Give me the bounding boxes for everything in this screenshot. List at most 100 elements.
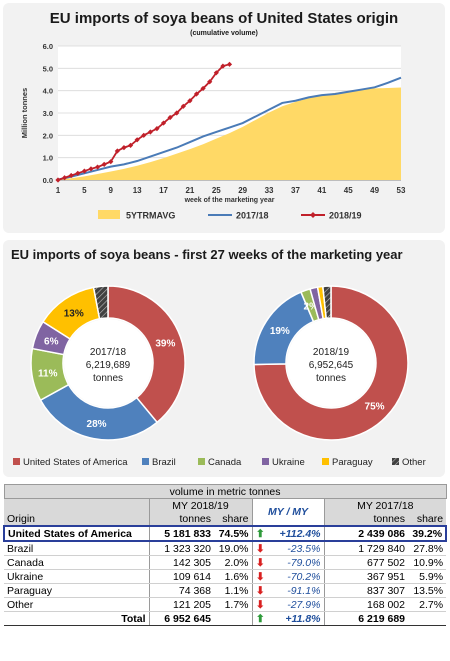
x-tick-label: 37	[291, 186, 300, 195]
donut-hole	[287, 319, 375, 407]
data-point-2018-19	[213, 70, 219, 76]
legend-marker	[310, 212, 316, 218]
table-row: United States of America 5 181 833 74.5% ⬆ +…	[3, 525, 448, 542]
legend-swatch	[142, 458, 149, 465]
donut-slice-other	[321, 285, 332, 320]
share-2018-19: 1.7%	[214, 597, 252, 612]
donut-center-label: 2017/18	[90, 347, 127, 358]
total-2018-19: 6 952 645	[148, 611, 214, 626]
col-share-1: share	[214, 512, 252, 526]
table-row: Other 121 205 1.7% ⬇ -27.9% 168 002 2.7%	[4, 597, 447, 612]
slice-label: 39%	[155, 338, 175, 349]
x-tick-label: 13	[133, 186, 142, 195]
x-tick-label: 29	[238, 186, 247, 195]
slice-label: 11%	[38, 369, 58, 380]
x-tick-label: 25	[212, 186, 221, 195]
data-point-2018-19	[68, 172, 74, 179]
col-tonnes-1: tonnes	[148, 512, 214, 526]
legend-label: Ukraine	[272, 457, 305, 468]
data-point-2018-19	[147, 129, 153, 135]
my-change: -27.9%	[268, 597, 324, 612]
origin-cell: Ukraine	[4, 569, 149, 584]
table-row: Ukraine 109 614 1.6% ⬇ -70.2% 367 951 5.9%	[4, 569, 447, 584]
donut-center-label: tonnes	[93, 373, 123, 384]
legend-label: 2018/19	[329, 211, 362, 221]
down-arrow-icon: ⬇	[251, 583, 268, 598]
donut-center-label: 2018/19	[313, 347, 350, 358]
share-2017-18: 10.9%	[408, 555, 447, 570]
share-2018-19: 1.6%	[214, 569, 252, 584]
my-change: +112.4%	[268, 525, 324, 542]
y-axis-label: Million tonnes	[20, 88, 29, 138]
donut-chart-panel: EU imports of soya beans - first 27 week…	[3, 240, 445, 477]
legend-label: 2017/18	[236, 211, 269, 221]
slice-label: 13%	[64, 309, 84, 320]
share-2018-19: 1.1%	[214, 583, 252, 598]
data-point-2018-19	[75, 170, 81, 176]
y-tick-label: 1.0	[43, 154, 53, 163]
y-tick-label: 4.0	[43, 87, 53, 96]
down-arrow-icon: ⬇	[251, 541, 268, 556]
donut-charts: 39% 28% 11% 6% 13% 2017/18 6,219,689 tonnes 75% 1…	[13, 285, 426, 468]
share-2017-18: 2.7%	[408, 597, 447, 612]
y-tick-label: 2.0	[43, 131, 53, 140]
col-origin: Origin	[4, 512, 149, 526]
donut-slice-united-states-of-america	[253, 285, 409, 441]
origin-cell: United States of America	[3, 525, 149, 542]
tonnes-2018-19: 74 368	[148, 583, 214, 598]
group-2018-19: MY 2018/19	[148, 498, 252, 512]
y-tick-label: 0.0	[43, 176, 53, 185]
data-point-2018-19	[81, 168, 87, 174]
tonnes-2018-19: 121 205	[148, 597, 214, 612]
total-2017-18: 6 219 689	[323, 611, 408, 626]
data-point-2018-19	[121, 145, 127, 151]
x-tick-label: 5	[82, 186, 87, 195]
data-point-2018-19	[174, 110, 180, 116]
super-header: volume in metric tonnes	[3, 484, 447, 499]
volume-table: volume in metric tonnes MY 2018/19 MY / …	[3, 484, 448, 658]
x-tick-label: 53	[397, 186, 406, 195]
data-point-2018-19	[88, 166, 94, 172]
share-2017-18: 5.9%	[408, 569, 447, 584]
data-point-2018-19	[94, 164, 101, 170]
legend-swatch	[13, 458, 20, 465]
tonnes-2018-19: 5 181 833	[148, 525, 214, 542]
data-point-2018-19	[134, 137, 140, 143]
tonnes-2017-18: 168 002	[323, 597, 408, 612]
legend-swatch	[392, 458, 399, 465]
donut-slice-united-states-of-america	[107, 285, 186, 424]
col-tonnes-2: tonnes	[323, 512, 408, 526]
group-my-my: MY / MY	[251, 498, 324, 526]
x-tick-label: 9	[109, 186, 114, 195]
up-arrow-icon: ⬆	[251, 525, 268, 542]
origin-cell: Brazil	[4, 541, 149, 556]
x-tick-label: 1	[56, 186, 61, 195]
data-point-2018-19	[207, 79, 213, 85]
x-tick-label: 41	[317, 186, 326, 195]
empty-cell	[408, 611, 447, 626]
down-arrow-icon: ⬇	[251, 597, 268, 612]
donut-center-label: tonnes	[316, 373, 346, 384]
data-point-2018-19	[101, 161, 107, 167]
legend-label: United States of America	[23, 457, 128, 468]
down-arrow-icon: ⬇	[251, 555, 268, 570]
slice-label: 75%	[365, 402, 385, 413]
data-point-2018-19	[193, 91, 200, 97]
x-tick-label: 45	[344, 186, 353, 195]
donut-center-label: 6,952,645	[309, 360, 354, 371]
series-area-5yrmavg	[58, 87, 401, 180]
data-point-2018-19	[61, 175, 68, 181]
share-2018-19: 19.0%	[214, 541, 252, 556]
slice-label: 2%	[304, 301, 319, 312]
x-axis-label: week of the marketing year	[184, 197, 275, 204]
tonnes-2017-18: 837 307	[323, 583, 408, 598]
origin-cell: Other	[4, 597, 149, 612]
tonnes-2018-19: 1 323 320	[148, 541, 214, 556]
share-2017-18: 27.8%	[408, 541, 447, 556]
legend-label: 5YTRMAVG	[126, 211, 175, 221]
empty-cell	[214, 611, 252, 626]
group-2017-18: MY 2017/18	[323, 498, 447, 512]
x-tick-label: 17	[159, 186, 168, 195]
data-point-2018-19	[108, 159, 114, 165]
x-tick-label: 33	[265, 186, 274, 195]
